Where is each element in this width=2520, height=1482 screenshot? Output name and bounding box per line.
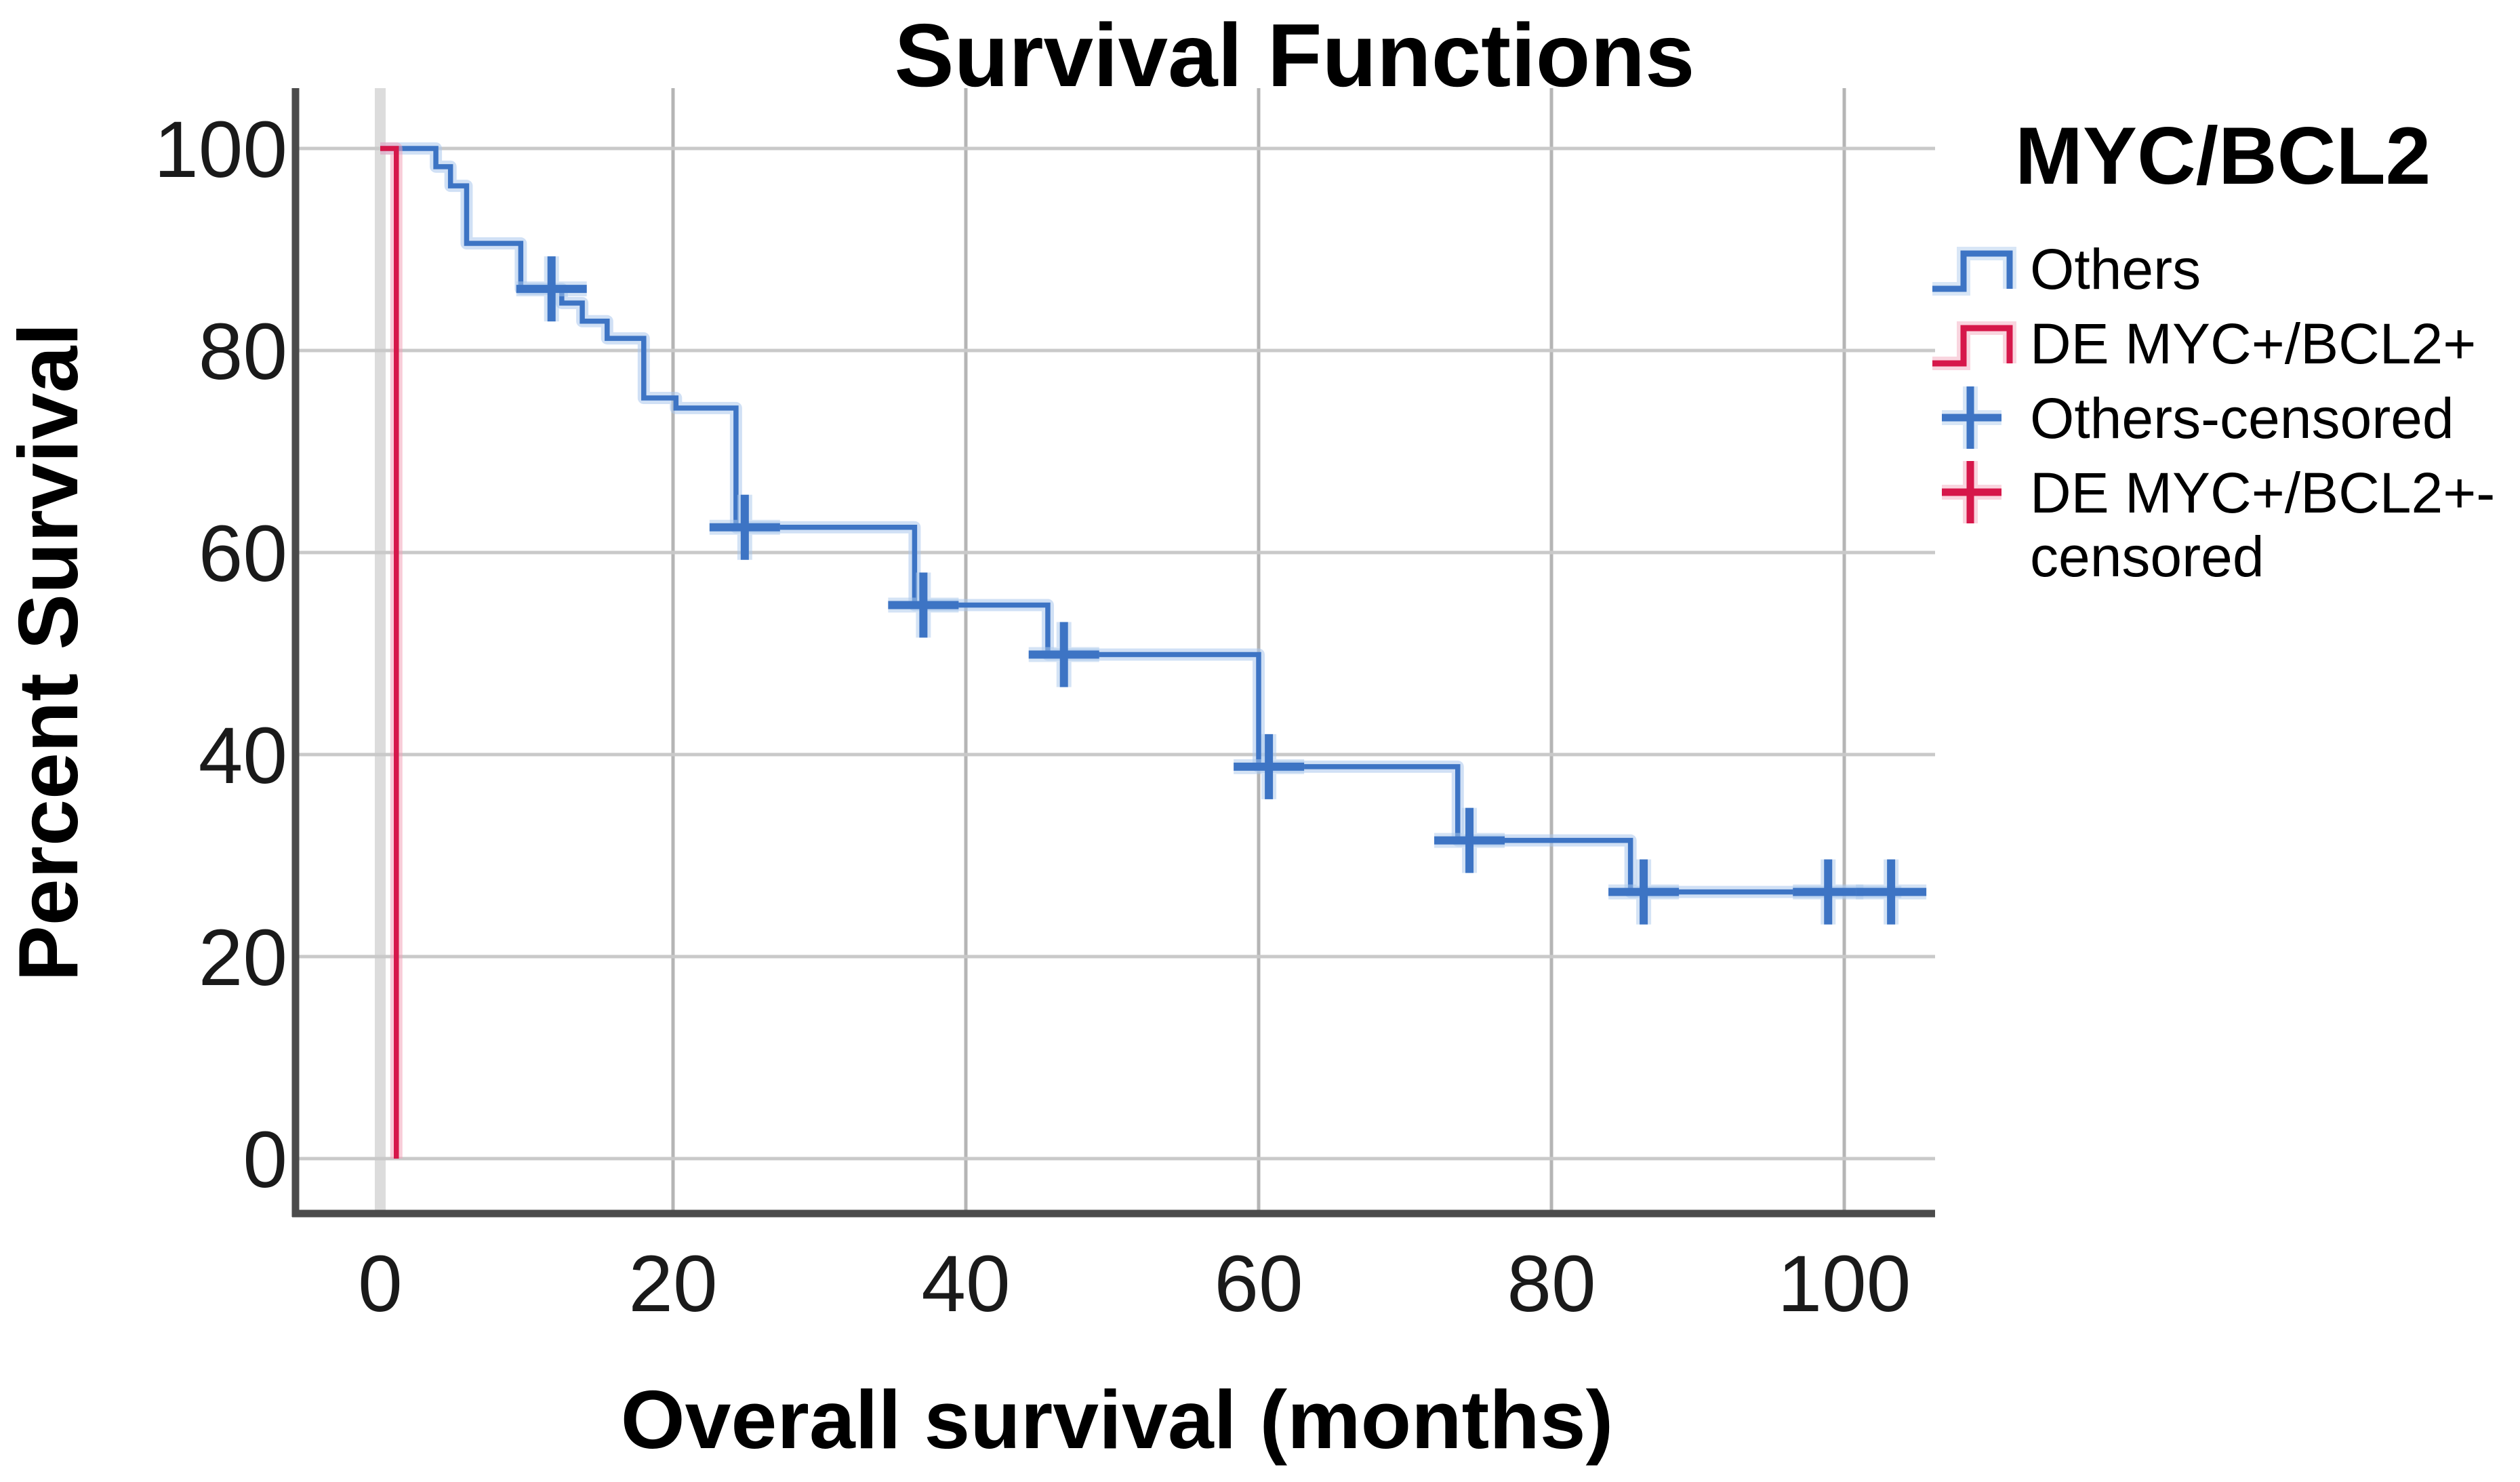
y-tick-label: 60 — [199, 509, 287, 599]
legend-entry-others: Others — [1928, 235, 2518, 302]
legend: MYC/BCL2 Others DE MYC+/BCL2+ Others-cen… — [1928, 114, 2518, 595]
x-tick-label: 40 — [921, 1239, 1010, 1329]
y-tick-label: 80 — [199, 307, 287, 397]
chart-title: Survival Functions — [894, 5, 1695, 105]
gridlines — [296, 88, 1935, 1214]
censor-mark — [516, 256, 587, 322]
legend-entry-label: Others-censored — [2030, 386, 2454, 450]
legend-title: MYC/BCL2 — [2015, 111, 2431, 201]
others-curve-halo — [380, 142, 1902, 898]
red-step-line-icon — [1932, 321, 2016, 370]
censor-mark — [1608, 859, 1680, 925]
x-tick-label: 80 — [1507, 1239, 1596, 1329]
axis-frame — [291, 88, 1935, 1218]
y-tick-label: 0 — [243, 1115, 287, 1205]
censor-mark — [1434, 807, 1505, 873]
others-curve — [380, 146, 1902, 895]
de-myc-bcl2--curve — [380, 146, 399, 1159]
censor-mark — [709, 494, 780, 560]
legend-entry-others-censored: Others-censored — [1928, 384, 2518, 452]
y-tick-label: 20 — [199, 913, 287, 1003]
y-tick-label: 40 — [199, 711, 287, 801]
legend-entry-label: DE MYC+/BCL2+- censored — [2030, 461, 2496, 588]
x-axis-title: Overall survival (months) — [620, 1374, 1614, 1466]
x-tick-label: 60 — [1214, 1239, 1303, 1329]
x-tick-label: 0 — [358, 1239, 403, 1329]
censor-mark — [1793, 859, 1864, 925]
blue-plus-icon — [1942, 386, 2001, 449]
x-tick-label: 20 — [628, 1239, 717, 1329]
y-tick-label: 100 — [154, 105, 287, 195]
censor-mark — [1234, 734, 1305, 799]
x-tick-label: 100 — [1778, 1239, 1911, 1329]
censor-mark — [888, 572, 959, 638]
legend-entry-de-myc-bcl2: DE MYC+/BCL2+ — [1928, 309, 2518, 377]
tick-labels: 0 20 40 60 80 100 0 20 40 60 80 100 — [154, 105, 1911, 1329]
legend-entry-label: Others — [2030, 237, 2201, 301]
legend-entry-label: DE MYC+/BCL2+ — [2030, 312, 2477, 376]
red-plus-icon — [1942, 461, 2001, 523]
censor-mark — [1856, 859, 1927, 925]
censor-mark — [1028, 622, 1099, 687]
blue-step-line-icon — [1932, 247, 2016, 296]
y-axis-title: Percent Survival — [2, 323, 96, 982]
survival-curves — [380, 142, 1902, 1159]
censor-marks — [516, 256, 1927, 925]
legend-entry-de-myc-bcl2-censored: DE MYC+/BCL2+- censored — [1928, 458, 2518, 588]
